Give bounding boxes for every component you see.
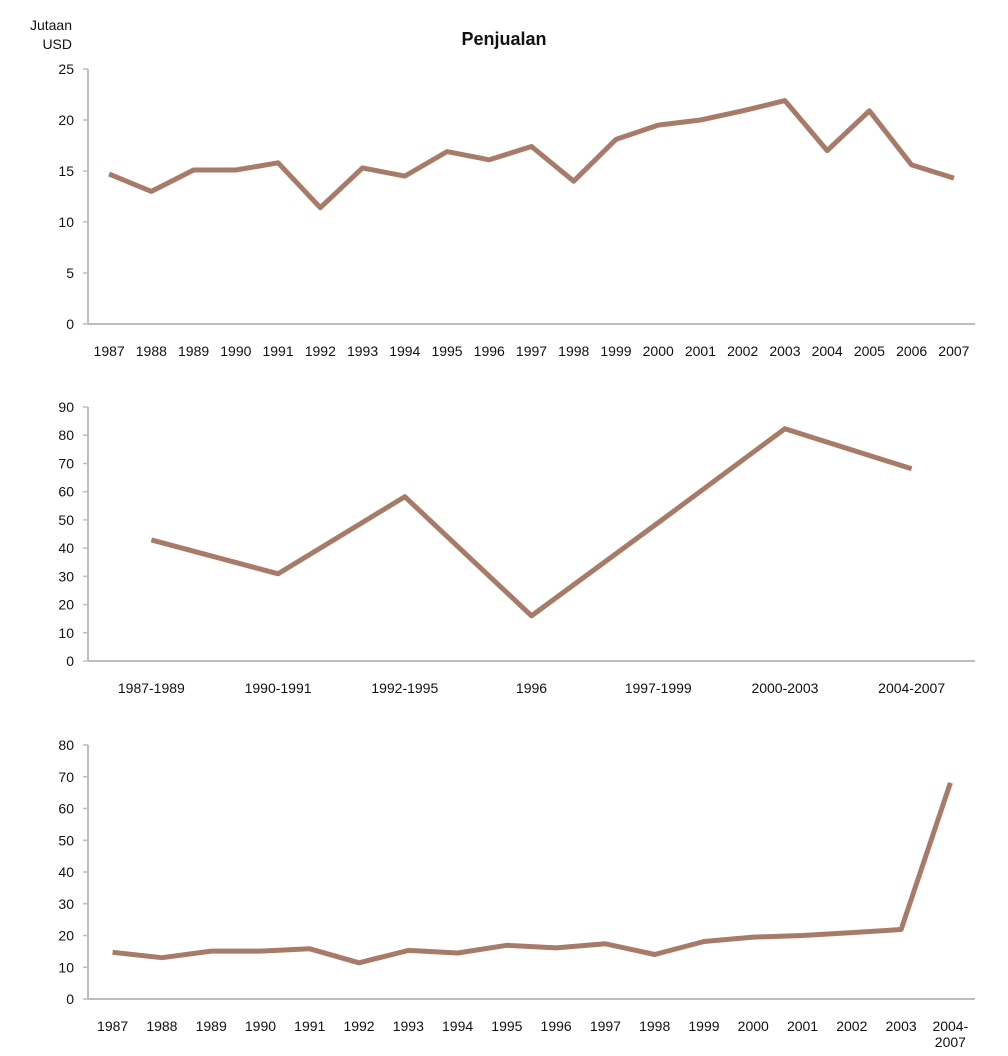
x-tick-label: 1998 xyxy=(639,1018,670,1034)
x-tick-label: 1995 xyxy=(431,343,462,359)
x-tick-label: 2003 xyxy=(886,1018,917,1034)
y-tick-label: 25 xyxy=(58,61,74,77)
y-tick-label: 70 xyxy=(58,769,74,785)
y-tick-label: 60 xyxy=(58,801,74,817)
x-tick-label: 2006 xyxy=(896,343,927,359)
x-tick-label: 1999 xyxy=(688,1018,719,1034)
y-tick-label: 15 xyxy=(58,163,74,179)
y-tick-label: 0 xyxy=(66,991,74,1007)
y-tick-label: 80 xyxy=(58,427,74,443)
x-tick-label: 1992 xyxy=(343,1018,374,1034)
x-tick-label: 1997 xyxy=(516,343,547,359)
y-tick-label: 80 xyxy=(58,737,74,753)
x-tick-label: 2004 xyxy=(812,343,843,359)
chart-title: Penjualan xyxy=(461,29,546,49)
y-tick-label: 90 xyxy=(58,399,74,415)
x-tick-label: 2007 xyxy=(938,343,969,359)
y-tick-label: 50 xyxy=(58,512,74,528)
x-tick-label: 1991 xyxy=(262,343,293,359)
x-tick-label: 1988 xyxy=(136,343,167,359)
x-tick-label: 1993 xyxy=(347,343,378,359)
x-tick-label: 1990 xyxy=(245,1018,276,1034)
x-tick-label: 1989 xyxy=(196,1018,227,1034)
x-tick-label: 1994 xyxy=(389,343,420,359)
y-tick-label: 0 xyxy=(66,316,74,332)
x-tick-label: 1992 xyxy=(305,343,336,359)
x-tick-label: 1994 xyxy=(442,1018,473,1034)
x-tick-label: 1997-1999 xyxy=(625,680,692,696)
y-tick-label: 10 xyxy=(58,214,74,230)
x-tick-label: 1990 xyxy=(220,343,251,359)
y-tick-label: 50 xyxy=(58,832,74,848)
y-tick-label: 5 xyxy=(66,265,74,281)
x-tick-label: 1993 xyxy=(393,1018,424,1034)
x-tick-label: 2004-2007 xyxy=(878,680,945,696)
x-tick-label: 1990-1991 xyxy=(245,680,312,696)
x-tick-label: 1996 xyxy=(541,1018,572,1034)
x-tick-label: 2005 xyxy=(854,343,885,359)
y-tick-label: 20 xyxy=(58,597,74,613)
y-tick-label: 40 xyxy=(58,864,74,880)
y-axis-label-line-2: USD xyxy=(42,36,72,52)
x-tick-label: 1991 xyxy=(294,1018,325,1034)
x-tick-label: 1988 xyxy=(146,1018,177,1034)
x-tick-label: 2003 xyxy=(769,343,800,359)
x-tick-label: 1987 xyxy=(94,343,125,359)
x-tick-label: 2002 xyxy=(727,343,758,359)
x-tick-label: 1995 xyxy=(491,1018,522,1034)
x-tick-label: 2000-2003 xyxy=(751,680,818,696)
x-tick-label: 2001 xyxy=(685,343,716,359)
x-tick-label: 1992-1995 xyxy=(371,680,438,696)
y-axis-label-line-1: Jutaan xyxy=(30,17,72,33)
x-tick-label: 1987-1989 xyxy=(118,680,185,696)
y-tick-label: 30 xyxy=(58,568,74,584)
x-tick-label: 1989 xyxy=(178,343,209,359)
series-line xyxy=(108,98,955,211)
series-line xyxy=(150,426,913,619)
series-line xyxy=(112,782,953,966)
x-tick-label: 2004-2007 xyxy=(932,1018,968,1050)
x-tick-label: 2001 xyxy=(787,1018,818,1034)
x-tick-label: 1987 xyxy=(97,1018,128,1034)
y-tick-label: 60 xyxy=(58,484,74,500)
y-tick-label: 10 xyxy=(58,625,74,641)
x-tick-label: 2000 xyxy=(643,343,674,359)
y-tick-label: 70 xyxy=(58,455,74,471)
x-tick-label: 1999 xyxy=(600,343,631,359)
y-tick-label: 40 xyxy=(58,540,74,556)
y-tick-label: 20 xyxy=(58,928,74,944)
y-tick-label: 30 xyxy=(58,896,74,912)
x-tick-label: 2002 xyxy=(836,1018,867,1034)
x-tick-label: 1996 xyxy=(474,343,505,359)
y-tick-label: 10 xyxy=(58,959,74,975)
x-tick-label: 1998 xyxy=(558,343,589,359)
y-tick-label: 0 xyxy=(66,653,74,669)
y-tick-label: 20 xyxy=(58,112,74,128)
x-tick-label: 2000 xyxy=(738,1018,769,1034)
x-tick-label: 1996 xyxy=(516,680,547,696)
x-tick-label: 1997 xyxy=(590,1018,621,1034)
